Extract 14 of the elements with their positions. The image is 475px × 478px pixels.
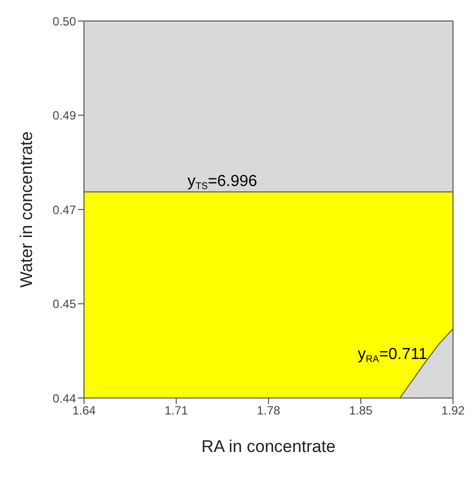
y-tick-label: 0.49	[52, 108, 76, 123]
x-tick-label: 1.78	[256, 404, 280, 418]
y-tick-label: 0.47	[52, 202, 76, 217]
x-tick-label: 1.64	[72, 404, 96, 418]
y-tick-label: 0.45	[52, 297, 76, 312]
x-axis-title: RA in concentrate	[201, 437, 336, 456]
x-tick-label: 1.92	[441, 404, 465, 418]
x-tick-label: 1.71	[164, 404, 188, 418]
y-tick-label: 0.44	[52, 391, 76, 406]
y-tick-label: 0.50	[52, 14, 76, 28]
annotation: y$_{TS}$=6.996	[188, 172, 258, 192]
y-axis-title: Water in concentrate	[17, 131, 36, 288]
annotation: y$_{RA}$=0.711	[358, 346, 428, 366]
x-tick-label: 1.85	[349, 404, 373, 418]
